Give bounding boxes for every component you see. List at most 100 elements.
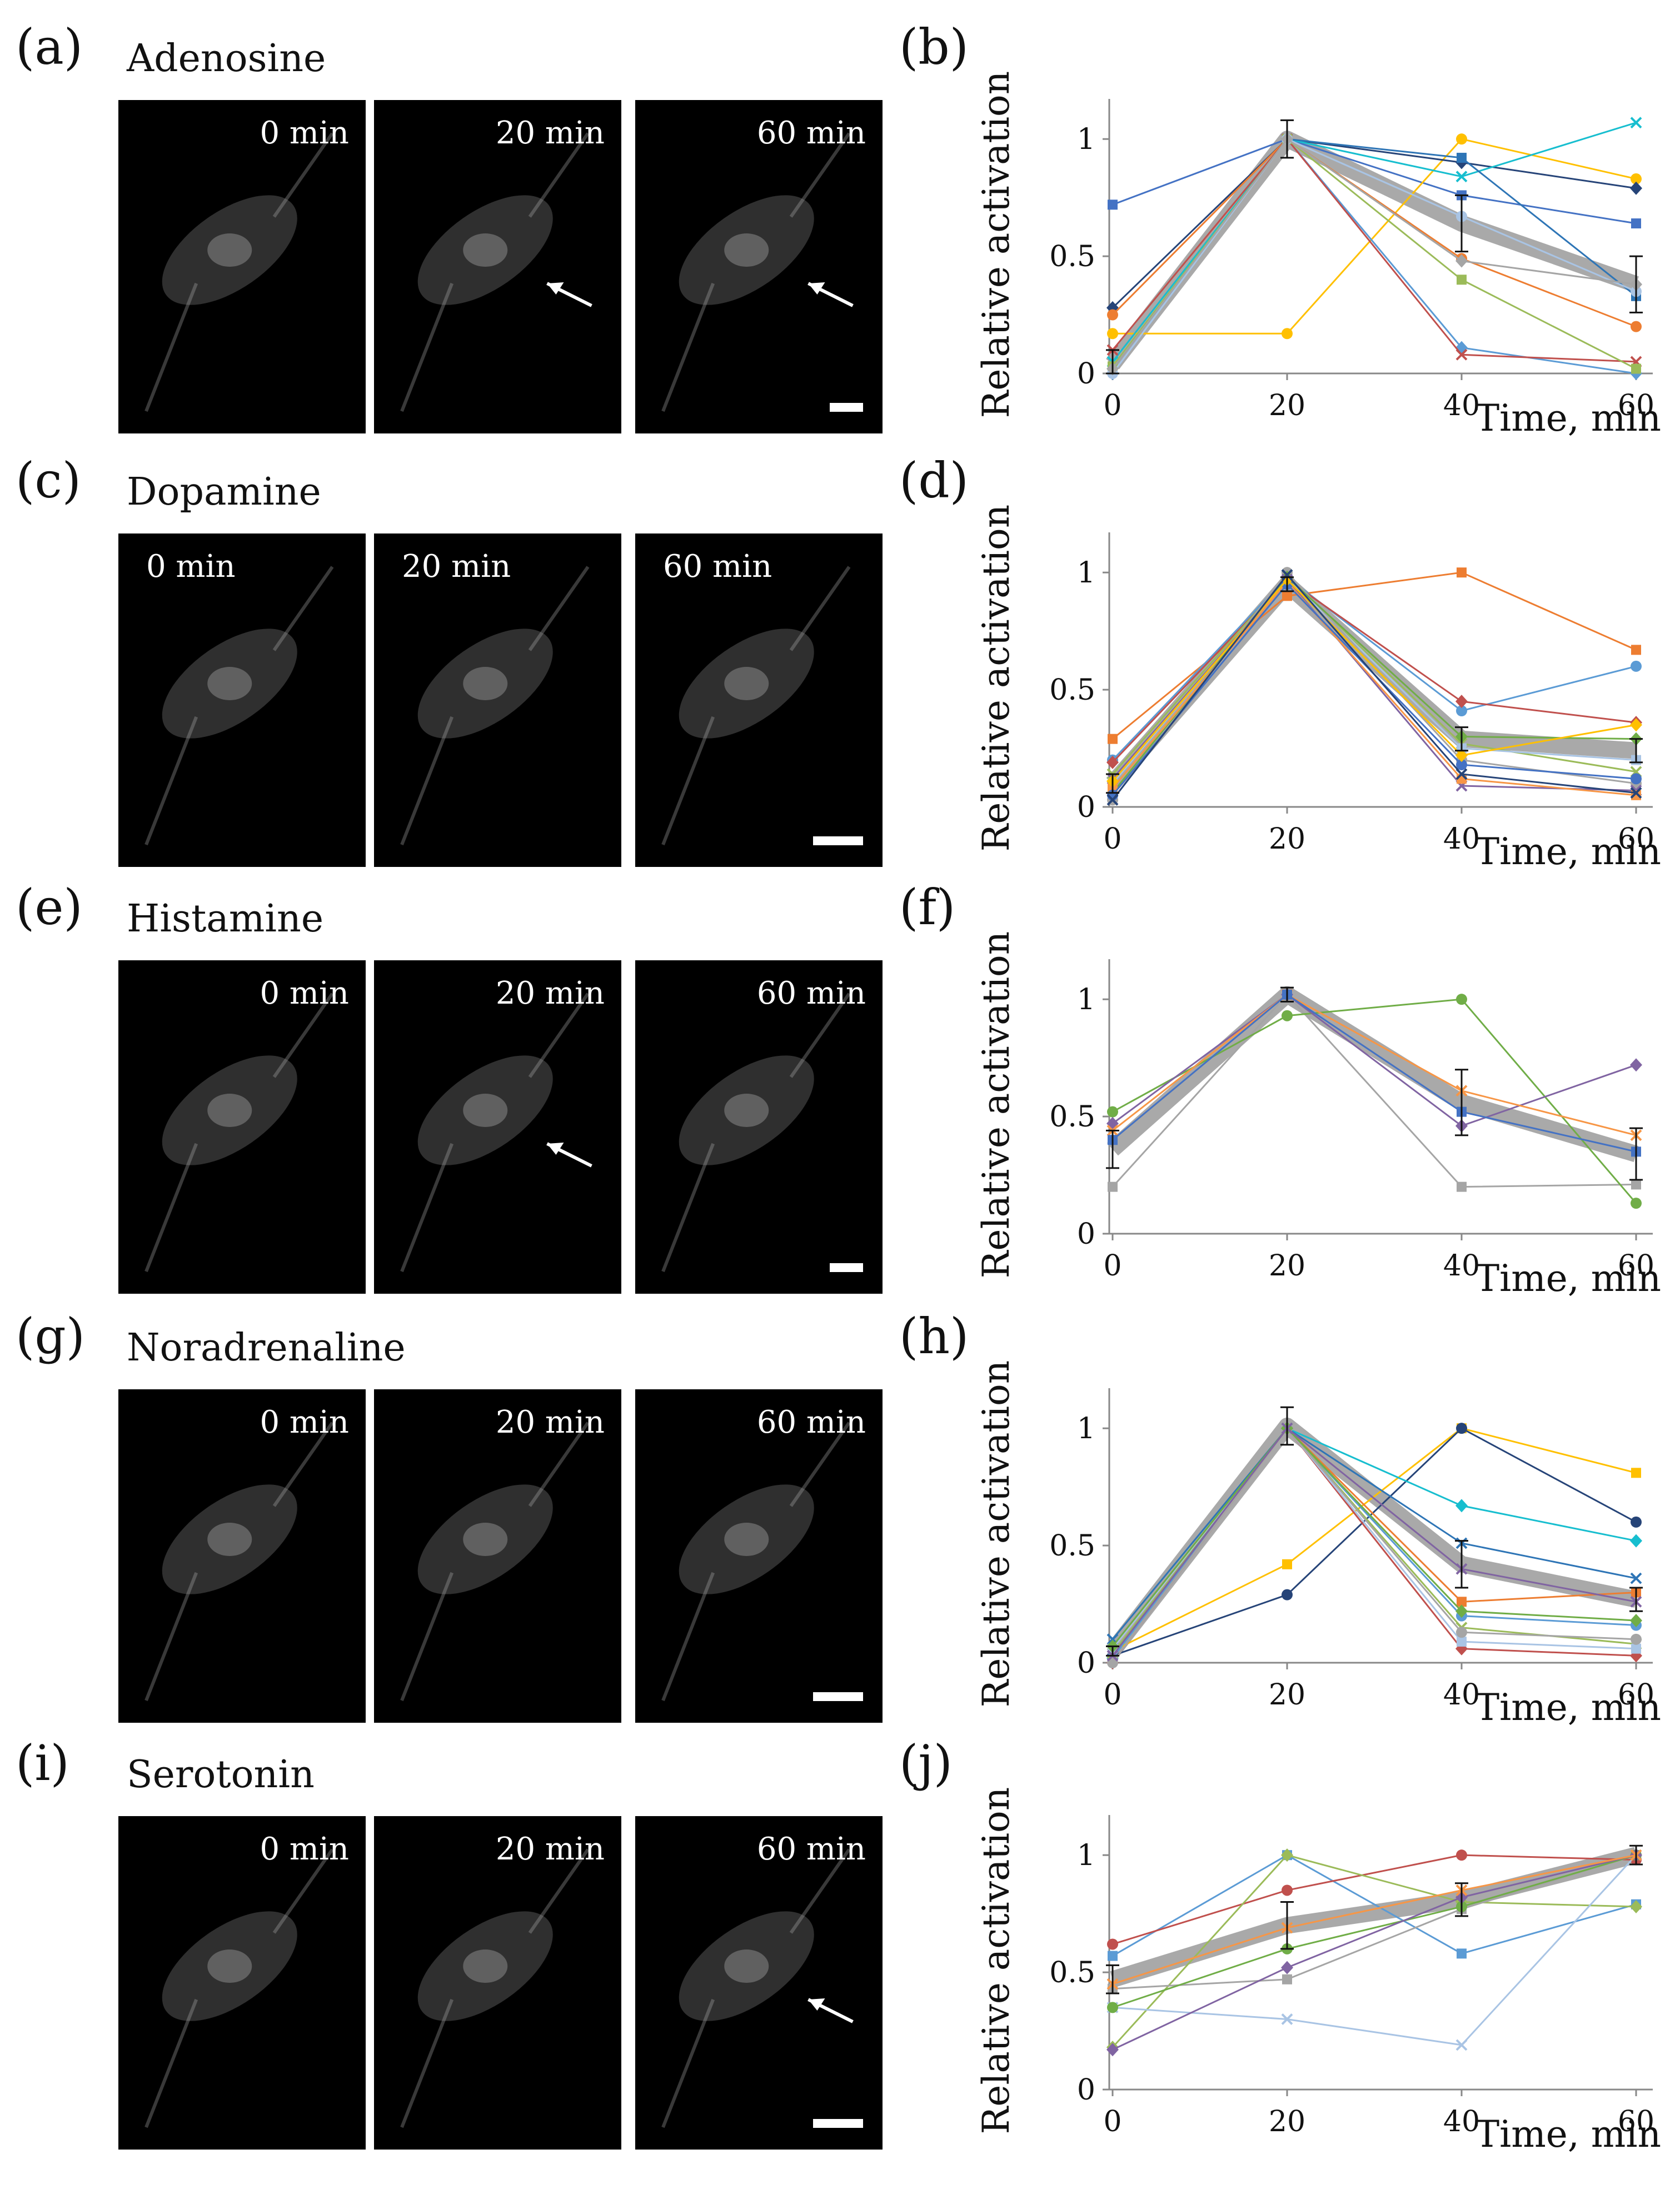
cell-nucleus — [463, 1094, 508, 1127]
cell-neurite — [789, 1422, 851, 1507]
scale-bar — [813, 1692, 863, 1701]
arrow-head — [808, 282, 825, 295]
chart-4 — [1103, 1815, 1653, 2096]
y-tick-label: 1 — [1077, 983, 1095, 1016]
cell-nucleus — [724, 667, 769, 700]
series-line — [1112, 1854, 1637, 2046]
data-point — [1630, 1534, 1642, 1548]
image-panel-letter: (i) — [16, 1734, 69, 1792]
image-panel-letter: (g) — [16, 1308, 85, 1365]
y-tick-label: 0 — [1077, 357, 1095, 391]
cell-body — [417, 195, 553, 305]
cell-neurite — [400, 1998, 454, 2128]
chart-panel-letter: (b) — [899, 18, 969, 76]
series-line — [1112, 1854, 1637, 1957]
cell-neurite — [528, 566, 590, 651]
series-line — [1111, 137, 1637, 363]
cell-neurite — [272, 1422, 334, 1507]
y-axis-title: Relative activation — [975, 505, 1018, 852]
x-tick-label: 20 — [1269, 1678, 1305, 1712]
y-tick-label: 0.5 — [1049, 1100, 1095, 1134]
series-line — [1111, 1427, 1637, 1663]
x-axis-title: Time, min — [1475, 2113, 1661, 2156]
x-tick-label: 0 — [1103, 2105, 1121, 2138]
data-point — [1630, 117, 1642, 129]
cell-neurite — [528, 993, 590, 1078]
cell-neurite — [272, 993, 334, 1078]
x-tick-label: 40 — [1443, 389, 1480, 422]
data-point — [1108, 1951, 1118, 1961]
cell-nucleus — [207, 667, 252, 700]
y-tick-label: 0 — [1077, 2073, 1095, 2107]
arrow-head — [547, 1143, 564, 1155]
x-tick-label: 0 — [1103, 389, 1121, 422]
micrograph-1: 20 min — [374, 533, 621, 867]
data-point — [1457, 1597, 1467, 1607]
series-line — [1111, 993, 1637, 1188]
time-label: 60 min — [757, 1404, 866, 1440]
series-line — [1112, 993, 1637, 1153]
data-point — [1456, 705, 1467, 717]
data-point — [1631, 645, 1641, 655]
cell-neurite — [789, 1848, 851, 1934]
data-point — [1281, 569, 1293, 581]
x-tick-label: 20 — [1269, 1249, 1305, 1283]
time-label: 20 min — [496, 975, 605, 1011]
x-tick-label: 20 — [1269, 2105, 1305, 2138]
series-line — [1113, 138, 1637, 335]
data-point — [1456, 133, 1467, 145]
x-tick-label: 60 — [1618, 1249, 1654, 1283]
micrograph-background — [635, 533, 883, 867]
data-point — [1282, 1589, 1293, 1600]
y-axis-title: Relative activation — [975, 71, 1018, 418]
data-point — [1282, 591, 1292, 601]
image-panel-letter: (a) — [16, 18, 83, 76]
cell-neurite — [661, 282, 715, 412]
data-point — [1107, 328, 1118, 340]
cell-nucleus — [463, 1523, 508, 1556]
cell-body — [162, 629, 297, 739]
data-point — [1107, 1106, 1118, 1118]
cell-body — [162, 195, 297, 305]
cell-neurite — [528, 1422, 590, 1507]
data-point — [1107, 2002, 1118, 2013]
cell-nucleus — [724, 1094, 769, 1127]
data-point — [1108, 1181, 1118, 1192]
x-axis-title: Time, min — [1475, 397, 1661, 440]
data-point — [1631, 173, 1642, 185]
micrograph-background — [374, 100, 621, 433]
cell-neurite — [661, 1572, 715, 1702]
cell-neurite — [144, 282, 198, 412]
data-point — [1631, 1633, 1642, 1645]
micrograph-2: 60 min — [635, 1389, 883, 1723]
series-line — [1112, 1854, 1637, 1985]
cell-body — [679, 1055, 814, 1165]
cell-neurite — [528, 132, 590, 218]
time-label: 60 min — [757, 975, 866, 1011]
series-line — [1111, 138, 1637, 308]
micrograph-2: 60 min — [635, 100, 883, 433]
cell-body — [679, 1484, 814, 1594]
data-point — [1108, 734, 1118, 744]
time-label: 20 min — [496, 1831, 605, 1867]
cell-nucleus — [724, 233, 769, 267]
micrograph-background — [635, 100, 883, 433]
micrograph-background — [118, 960, 366, 1294]
cell-nucleus — [463, 233, 508, 267]
scale-bar — [813, 836, 863, 845]
series-line — [1111, 138, 1637, 328]
y-tick-label: 1 — [1077, 1839, 1095, 1872]
chart-2 — [1103, 959, 1653, 1240]
x-tick-label: 60 — [1618, 2105, 1654, 2138]
micrograph-background — [374, 1816, 621, 2150]
data-point — [1631, 218, 1641, 229]
micrograph-1: 20 min — [374, 960, 621, 1294]
x-tick-label: 0 — [1103, 822, 1121, 856]
chart-panel-letter: (d) — [899, 452, 969, 509]
cell-neurite — [144, 1998, 198, 2128]
x-tick-label: 20 — [1269, 389, 1305, 422]
data-point — [1630, 787, 1642, 799]
data-point — [1630, 181, 1642, 195]
mean-line — [1106, 131, 1639, 370]
